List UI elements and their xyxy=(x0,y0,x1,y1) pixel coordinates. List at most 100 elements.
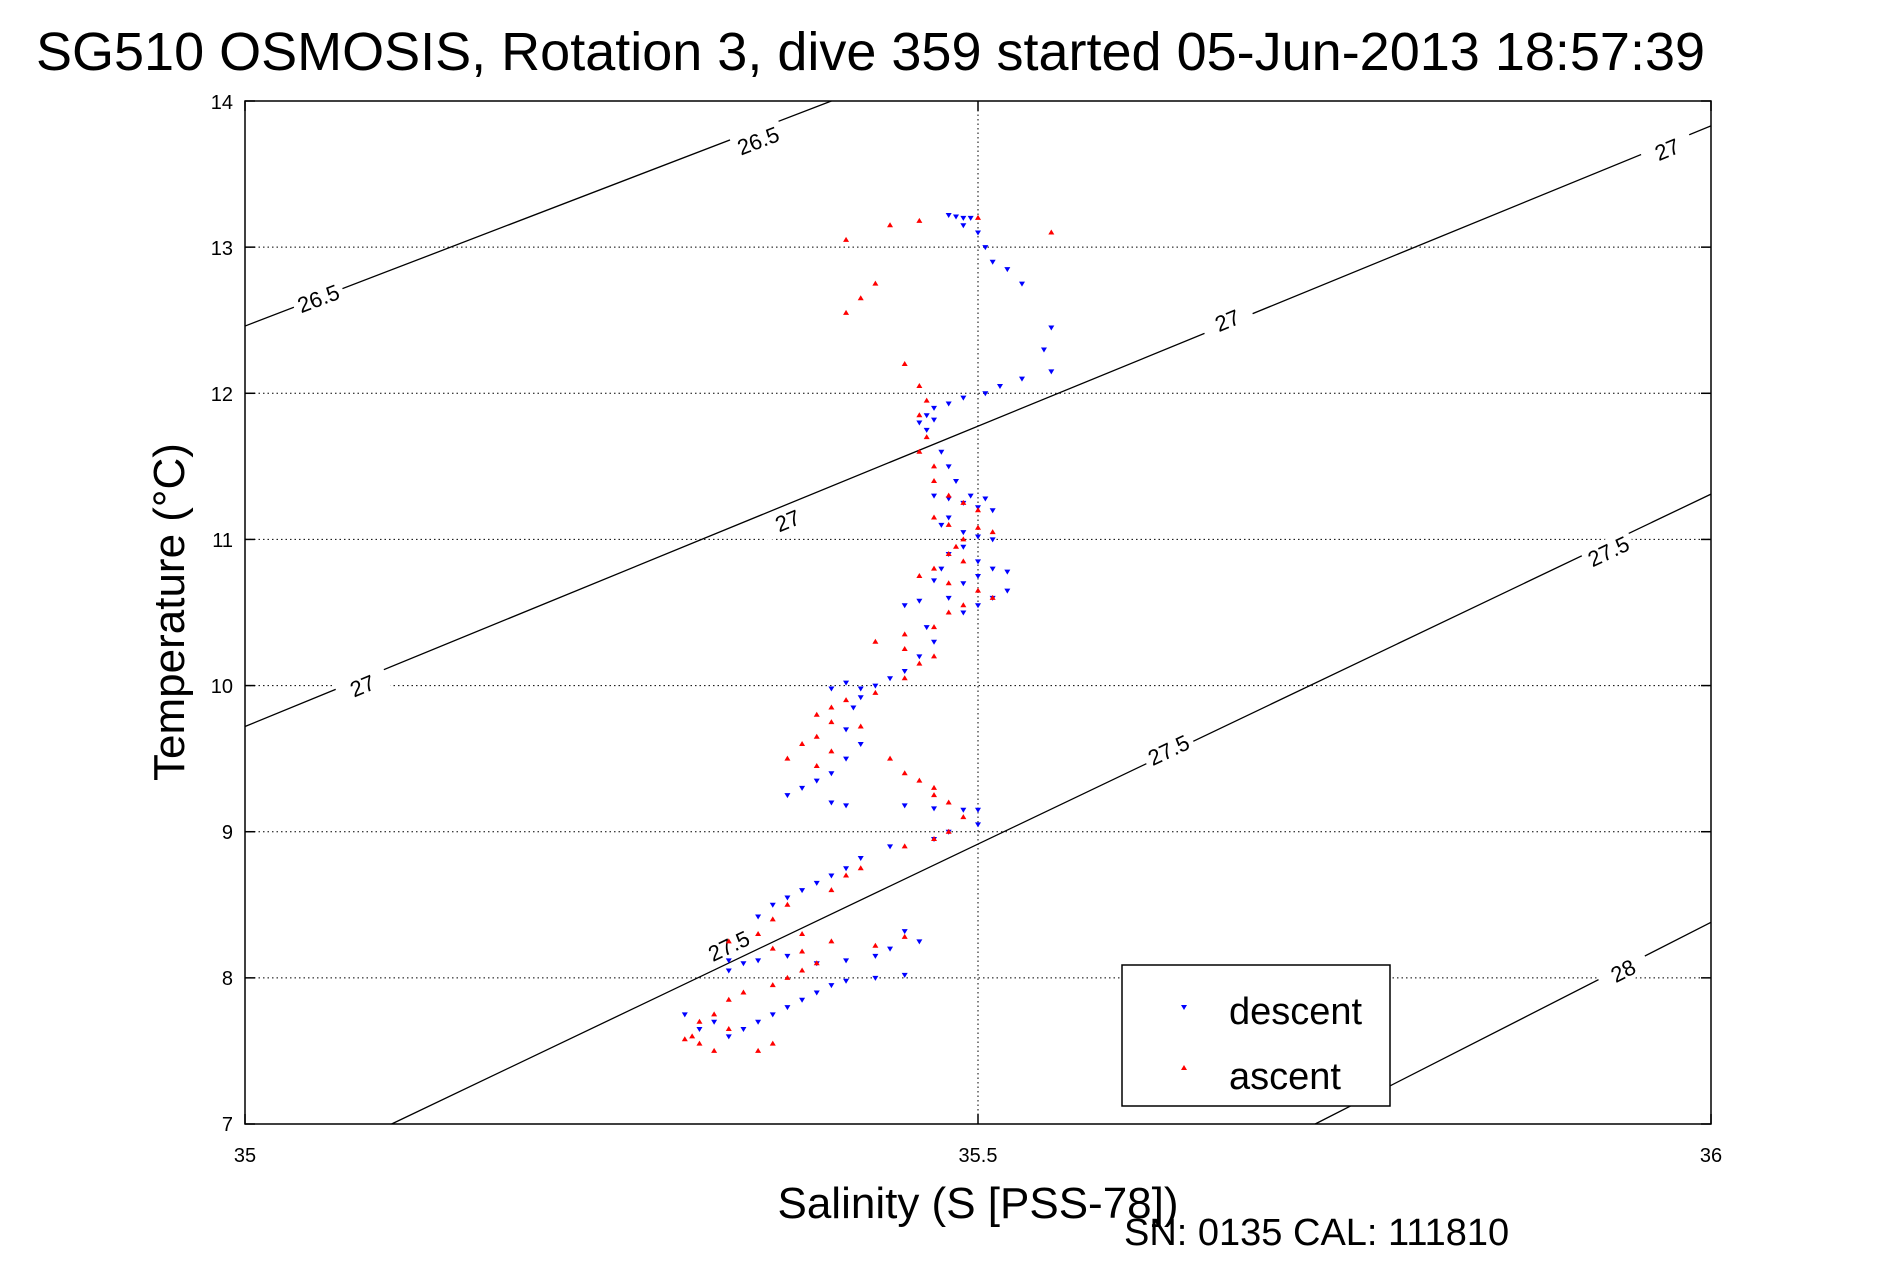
ascent-point xyxy=(857,295,864,301)
descent-point xyxy=(784,895,791,901)
ascent-point xyxy=(784,974,791,980)
y-tick-label: 11 xyxy=(212,530,233,552)
ascent-point xyxy=(945,492,952,498)
ascent-point xyxy=(769,1040,776,1046)
descent-point xyxy=(857,856,864,862)
contour-label-bg xyxy=(1638,128,1696,171)
descent-point xyxy=(1004,569,1011,575)
descent-point xyxy=(989,259,996,265)
ascent-point xyxy=(828,938,835,944)
ascent-point xyxy=(916,572,923,578)
descent-point xyxy=(945,464,952,470)
descent-point xyxy=(725,1034,732,1040)
contour-label-bg xyxy=(700,923,758,968)
ascent-point xyxy=(799,931,806,937)
descent-point xyxy=(960,223,967,229)
legend: descent ascent xyxy=(1121,964,1391,1107)
ascent-point xyxy=(960,536,967,542)
ascent-point xyxy=(1048,229,1055,235)
descent-point xyxy=(982,245,989,251)
serial-calibration-note: SN: 0135 CAL: 111810 xyxy=(1124,1212,1509,1254)
ascent-point xyxy=(813,762,820,768)
ascent-point xyxy=(901,933,908,939)
ascent-point xyxy=(945,580,952,586)
y-tick-label: 12 xyxy=(211,384,233,406)
ascent-point xyxy=(755,931,762,937)
descent-point xyxy=(1018,281,1025,287)
ascent-point xyxy=(872,689,879,695)
ascent-point xyxy=(828,704,835,710)
contour-label-bg xyxy=(729,119,787,161)
descent-point xyxy=(975,573,981,579)
ascent-point xyxy=(945,551,952,557)
descent-series xyxy=(681,212,1055,1040)
descent-point xyxy=(828,983,835,989)
descent-point xyxy=(960,544,967,550)
descent-point xyxy=(931,639,938,645)
descent-point xyxy=(931,578,938,584)
ascent-point xyxy=(828,719,835,725)
density-contour-27.5 xyxy=(391,493,1712,1125)
descent-point xyxy=(843,978,850,984)
descent-point xyxy=(945,595,952,601)
descent-point xyxy=(901,972,908,978)
ascent-point xyxy=(901,770,908,776)
ascent-point xyxy=(953,543,960,549)
descent-point xyxy=(843,958,850,964)
descent-point xyxy=(850,705,857,711)
ascent-point xyxy=(975,507,981,513)
descent-point xyxy=(960,610,967,616)
ascent-point xyxy=(931,784,938,790)
ascent-point xyxy=(960,814,967,820)
ascent-point xyxy=(916,448,923,454)
descent-point xyxy=(725,958,732,964)
ascent-point xyxy=(916,412,923,418)
descent-point xyxy=(828,800,835,806)
ascent-point xyxy=(989,529,996,535)
descent-point xyxy=(843,866,850,872)
ascent-point xyxy=(784,755,791,761)
ascent-point xyxy=(725,938,732,944)
x-tick-label: 35.5 xyxy=(959,1145,998,1167)
descent-point xyxy=(828,686,835,692)
descent-point xyxy=(843,727,850,733)
legend-descent-marker xyxy=(1181,1005,1187,1010)
descent-point xyxy=(938,566,945,572)
descent-point xyxy=(755,914,762,920)
contour-label-bg xyxy=(1579,529,1638,574)
y-tick-label: 7 xyxy=(222,1114,233,1136)
descent-point xyxy=(755,958,762,964)
descent-point xyxy=(887,676,894,682)
x-tick-label: 35 xyxy=(234,1145,256,1167)
descent-point xyxy=(887,844,894,850)
ascent-point xyxy=(931,565,938,571)
ascent-point xyxy=(725,1026,732,1032)
descent-point xyxy=(916,654,923,660)
descent-point xyxy=(945,401,952,407)
descent-point xyxy=(975,559,981,565)
descent-point xyxy=(975,603,981,609)
descent-point xyxy=(931,493,938,499)
ascent-point xyxy=(813,711,820,717)
ascent-point xyxy=(843,236,850,242)
ascent-point xyxy=(872,942,879,948)
descent-point xyxy=(975,807,981,813)
descent-point xyxy=(931,405,938,411)
y-tick-label: 10 xyxy=(211,676,233,698)
ascent-point xyxy=(769,916,776,922)
descent-point xyxy=(769,1012,776,1018)
plot-frame xyxy=(245,101,1711,1124)
y-tick-label: 8 xyxy=(222,968,233,990)
descent-point xyxy=(953,478,960,484)
ascent-point xyxy=(945,521,952,527)
descent-point xyxy=(784,1005,791,1011)
descent-point xyxy=(1018,376,1025,382)
descent-point xyxy=(967,493,974,499)
descent-point xyxy=(916,939,923,945)
ascent-point xyxy=(843,697,850,703)
y-axis-label: Temperature (°C) xyxy=(145,443,194,781)
descent-point xyxy=(857,695,864,701)
ascent-point xyxy=(901,631,908,637)
legend-ascent-marker xyxy=(1181,1065,1187,1070)
